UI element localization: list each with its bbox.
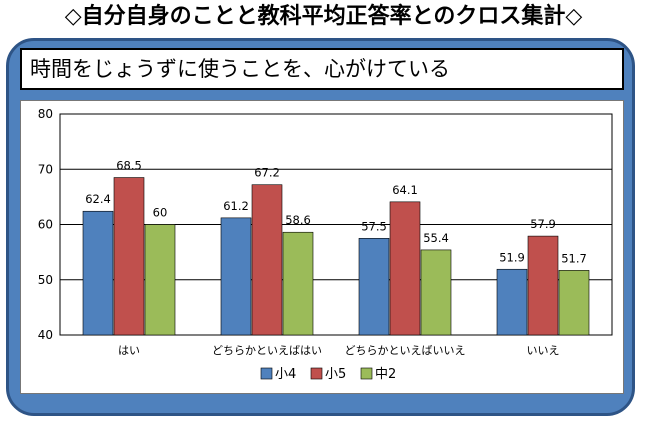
bar-1-0 <box>113 177 145 336</box>
bar-0-3 <box>496 268 528 336</box>
data-label-0-1: 61.2 <box>223 199 249 213</box>
bar-0-2 <box>358 238 390 336</box>
legend-label-0: 小4 <box>275 367 296 382</box>
legend-swatch-1 <box>310 367 323 380</box>
category-label-3: いいえ <box>527 344 560 357</box>
legend-swatch-2 <box>360 367 373 380</box>
bar-1-3 <box>527 235 559 336</box>
data-label-2-1: 58.6 <box>285 213 311 227</box>
data-label-1-0: 68.5 <box>116 159 142 173</box>
data-label-0-0: 62.4 <box>85 192 111 206</box>
legend-label-1: 小5 <box>325 367 346 382</box>
bar-2-2 <box>420 249 452 336</box>
plot-area <box>59 113 613 336</box>
data-label-1-3: 57.9 <box>530 217 556 231</box>
bar-1-2 <box>389 201 421 336</box>
data-label-2-0: 60 <box>153 206 168 220</box>
y-tick-label-70: 70 <box>38 162 53 176</box>
bar-2-0 <box>144 224 176 336</box>
bar-0-0 <box>82 210 114 336</box>
bar-0-1 <box>220 217 252 336</box>
category-label-2: どちらかといえばいいえ <box>345 344 466 357</box>
main-title: ◇自分自身のことと教科平均正答率とのクロス集計◇ <box>64 4 583 29</box>
legend-swatch-0 <box>260 367 273 380</box>
chart-subtitle: 時間をじょうずに使うことを、心がけている <box>20 48 624 90</box>
category-label-0: はい <box>118 344 140 357</box>
data-label-0-3: 51.9 <box>499 250 525 264</box>
category-label-1: どちらかといえばはい <box>212 344 322 357</box>
data-label-1-2: 64.1 <box>392 183 418 197</box>
legend-label-2: 中2 <box>375 367 396 382</box>
data-label-0-2: 57.5 <box>361 219 387 233</box>
bar-2-3 <box>558 270 590 336</box>
bar-chart: 40 50 60 70 80 62.4 68.5 60 はい 61.2 67.2 58.6 どちらかとい… <box>38 107 613 382</box>
data-label-1-1: 67.2 <box>254 166 280 180</box>
y-tick-label-80: 80 <box>38 107 53 121</box>
y-tick-label-40: 40 <box>38 328 53 342</box>
bar-2-1 <box>282 231 314 336</box>
y-tick-label-60: 60 <box>38 218 53 232</box>
bar-1-1 <box>251 184 283 336</box>
y-tick-label-50: 50 <box>38 273 53 287</box>
data-label-2-2: 55.4 <box>423 231 449 245</box>
data-label-2-3: 51.7 <box>561 251 587 265</box>
